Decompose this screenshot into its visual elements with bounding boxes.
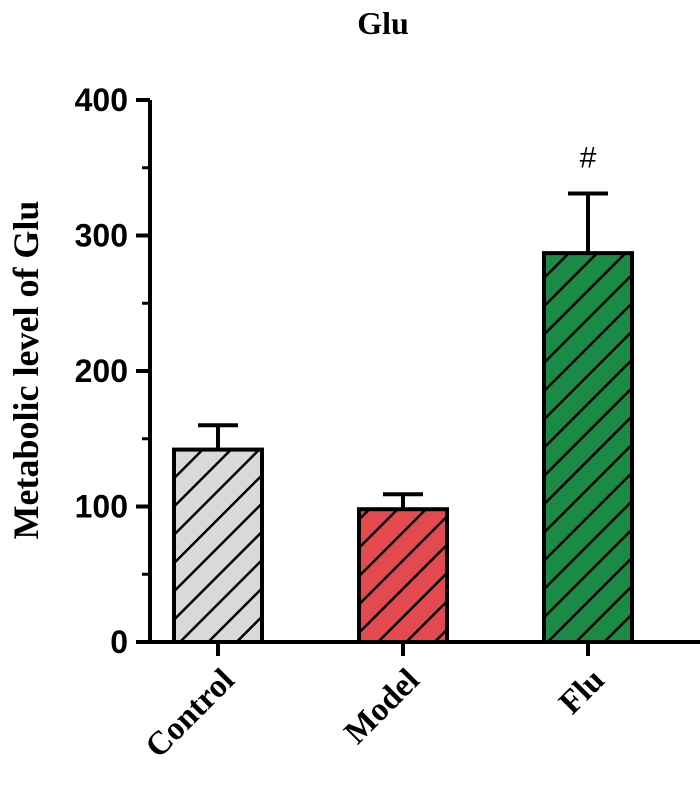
bar-flu — [542, 251, 634, 645]
y-tick-label: 400 — [75, 82, 128, 118]
y-tick-label: 200 — [75, 353, 128, 389]
x-tick-label: Flu — [552, 662, 611, 721]
significance-label: # — [580, 141, 597, 174]
y-tick-label: 100 — [75, 489, 128, 525]
x-tick-label: Control — [139, 662, 242, 765]
y-tick-label: 0 — [110, 624, 128, 660]
bar-model — [357, 507, 449, 644]
x-tick-label: Model — [338, 662, 427, 751]
y-axis-label: Metabolic level of Glu — [6, 201, 46, 540]
bar-control — [172, 447, 264, 644]
y-tick-label: 300 — [75, 218, 128, 254]
chart-title: Glu — [357, 5, 409, 41]
